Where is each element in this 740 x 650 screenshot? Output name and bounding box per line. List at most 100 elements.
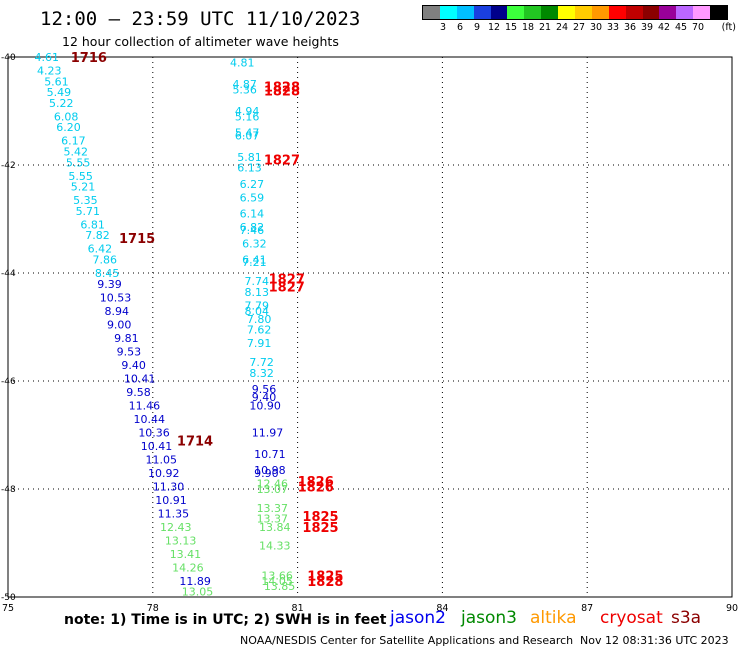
y-tick-label: -46 <box>1 377 16 387</box>
satellite-label-jason3: jason3 <box>461 608 517 628</box>
pass-time-label: 1826 <box>298 480 334 495</box>
wave-height-value: 13.41 <box>170 548 202 561</box>
wave-height-value: 7.82 <box>85 229 110 242</box>
wave-height-value: 9.40 <box>252 391 277 404</box>
legend-tick-label: 18 <box>521 22 535 33</box>
x-tick-label: 90 <box>726 603 738 614</box>
x-tick-label: 78 <box>147 603 159 614</box>
wave-height-value: 7.79 <box>245 299 269 312</box>
pass-time-label: 1716 <box>71 51 107 66</box>
wave-height-value: 7.80 <box>247 313 271 326</box>
wave-height-value: 5.22 <box>49 97 74 110</box>
wave-height-value: 6.17 <box>61 135 86 148</box>
legend-swatch <box>490 6 508 19</box>
wave-height-value: 6.59 <box>240 191 265 204</box>
pass-time-label: 1827 <box>269 272 305 287</box>
map-frame <box>7 56 733 598</box>
y-tick-label: -42 <box>1 161 16 171</box>
legend-swatch <box>473 6 491 19</box>
wave-height-value: 8.04 <box>245 305 269 318</box>
wave-height-value: 7.72 <box>249 356 273 369</box>
wave-height-value: 8.32 <box>249 367 273 380</box>
legend-tick-label: 42 <box>657 22 671 33</box>
pass-time-label: 1828 <box>264 81 300 96</box>
pass-time-label: 1714 <box>177 434 213 449</box>
legend-swatch <box>439 6 457 19</box>
legend-tick-label: 36 <box>623 22 637 33</box>
wave-height-value: 6.32 <box>242 237 266 250</box>
legend-swatch <box>591 6 609 19</box>
x-tick-label: 75 <box>2 603 14 614</box>
wave-height-value: 10.44 <box>133 413 165 426</box>
wave-height-value: 4.61 <box>35 51 60 64</box>
wave-height-value: 14.26 <box>172 561 204 574</box>
pass-time-label: 1828 <box>307 575 343 590</box>
pass-time-label: 1825 <box>307 569 343 584</box>
legend-swatch <box>541 6 559 19</box>
wave-height-value: 10.92 <box>148 467 180 480</box>
wave-height-value: 7.91 <box>247 337 271 350</box>
legend-swatch <box>456 6 474 19</box>
legend-unit: (ft) <box>721 22 736 33</box>
page-title: 12:00 – 23:59 UTC 11/10/2023 <box>40 8 361 30</box>
satellite-label-altika: altika <box>530 608 577 628</box>
wave-height-value: 13.07 <box>257 483 289 496</box>
wave-height-value: 5.55 <box>68 170 93 183</box>
wave-height-value: 6.42 <box>88 243 113 256</box>
wave-height-value: 5.21 <box>71 181 96 194</box>
wave-height-value: 13.85 <box>264 580 296 593</box>
wave-height-value: 9.00 <box>107 318 131 331</box>
wave-height-value: 9.56 <box>252 383 277 396</box>
legend-swatch <box>423 6 440 19</box>
legend-color-bar <box>422 5 728 20</box>
wave-height-value: 9.39 <box>97 278 122 291</box>
wave-height-value: 12.46 <box>257 478 289 491</box>
wave-height-value: 9.81 <box>114 332 139 345</box>
satellite-label-jason2: jason2 <box>390 608 446 628</box>
wave-height-value: 14.33 <box>259 540 291 553</box>
wave-height-value: 10.98 <box>254 464 286 477</box>
wave-height-value: 13.37 <box>257 513 289 526</box>
wave-height-value: 13.84 <box>259 521 291 534</box>
wave-height-value: 5.81 <box>237 151 262 164</box>
legend-swatch <box>710 6 728 19</box>
wave-height-value: 7.86 <box>92 254 117 267</box>
legend-swatch <box>558 6 576 19</box>
wave-height-value: 11.46 <box>129 399 161 412</box>
wave-height-value: 7.46 <box>240 224 265 237</box>
wave-height-value: 6.08 <box>54 110 79 123</box>
pass-time-label: 1828 <box>264 84 300 99</box>
legend-tick-label: 45 <box>674 22 688 33</box>
pass-time-label: 1825 <box>302 521 338 536</box>
pass-time-label: 1715 <box>119 232 155 247</box>
legend-tick-label: 24 <box>555 22 569 33</box>
satellite-label-s3a: s3a <box>671 608 702 628</box>
pass-time-label: 1827 <box>269 281 305 296</box>
wave-height-value: 10.90 <box>249 399 280 412</box>
wave-height-value: 13.05 <box>182 586 214 599</box>
wave-height-value: 9.58 <box>126 386 150 399</box>
legend-swatch <box>625 6 643 19</box>
y-tick-label: -40 <box>1 53 16 63</box>
wave-height-value: 10.41 <box>124 372 156 385</box>
legend-swatch <box>676 6 694 19</box>
y-tick-label: -44 <box>1 269 16 279</box>
wave-height-value: 9.40 <box>121 359 146 372</box>
wave-height-value: 11.97 <box>252 426 284 439</box>
wave-height-value: 6.82 <box>240 221 265 234</box>
wave-height-value: 7.21 <box>242 256 266 269</box>
wave-height-value: 4.94 <box>235 105 260 118</box>
legend-swatch <box>608 6 626 19</box>
wave-height-value: 4.81 <box>230 56 255 69</box>
wave-height-value: 4.23 <box>37 65 62 78</box>
wave-height-value: 5.47 <box>235 127 260 140</box>
wave-height-color-legend: (ft) 3 6 9 12 15 18 21 24 27 30 33 36 39 42 45 70 <box>422 5 736 34</box>
wave-height-value: 5.61 <box>44 75 68 88</box>
wave-height-value: 6.27 <box>240 178 265 191</box>
generated-timestamp: Nov 12 08:31:36 UTC 2023 <box>580 634 729 647</box>
wave-height-value: 10.91 <box>155 494 187 507</box>
wave-height-value: 5.35 <box>73 194 98 207</box>
wave-height-value: 5.42 <box>64 146 89 159</box>
wave-height-value: 7.62 <box>247 324 271 337</box>
